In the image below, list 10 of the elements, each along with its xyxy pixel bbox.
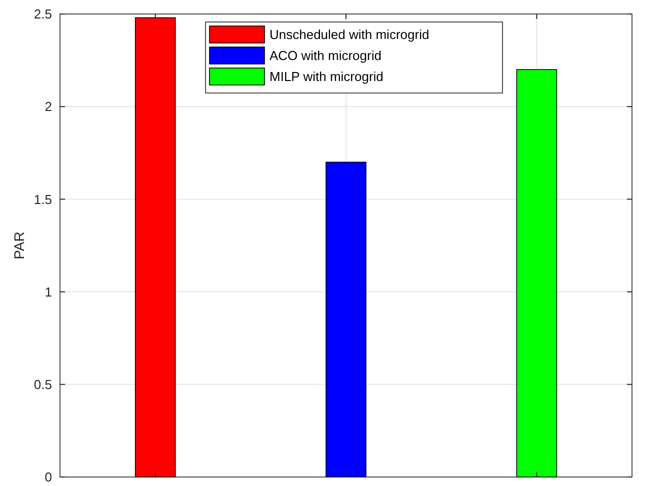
legend-label: ACO with microgrid — [270, 48, 382, 64]
y-tick-label: 2 — [44, 99, 52, 114]
y-tick-label: 1.5 — [34, 192, 52, 207]
y-tick-label: 2.5 — [34, 6, 52, 22]
y-tick-label: 1 — [44, 284, 52, 300]
y-tick-label: 0.5 — [34, 376, 52, 392]
legend-label: Unscheduled with microgrid — [270, 27, 430, 42]
y-axis-title: PAR — [11, 232, 27, 260]
y-tick-label: 0 — [44, 470, 52, 485]
legend-label: MILP with microgrid — [270, 69, 384, 84]
